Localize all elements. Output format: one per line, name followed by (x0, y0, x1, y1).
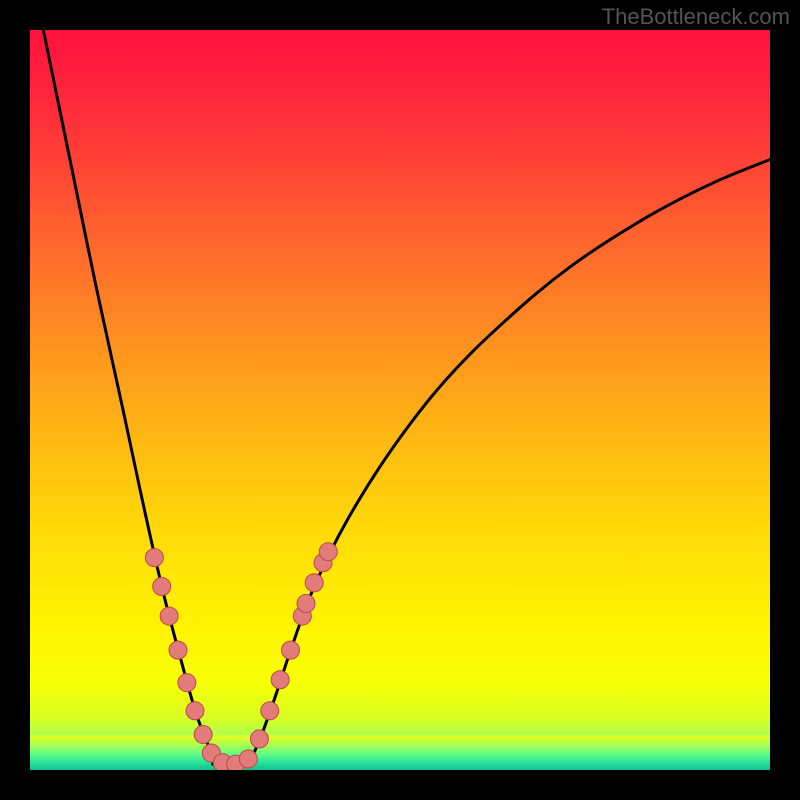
watermark-text: TheBottleneck.com (602, 4, 790, 30)
data-dot (319, 543, 337, 561)
data-dot (153, 577, 171, 595)
data-dot (297, 595, 315, 613)
data-dot (250, 730, 268, 748)
data-dot (145, 549, 163, 567)
curve-layer (30, 30, 770, 770)
data-dots-group (145, 543, 337, 770)
data-dot (194, 725, 212, 743)
bottleneck-curve (43, 30, 770, 766)
data-dot (239, 750, 257, 768)
data-dot (261, 702, 279, 720)
data-dot (178, 674, 196, 692)
data-dot (186, 702, 204, 720)
data-dot (160, 607, 178, 625)
data-dot (169, 641, 187, 659)
data-dot (305, 574, 323, 592)
data-dot (281, 641, 299, 659)
data-dot (271, 671, 289, 689)
plot-area (30, 30, 770, 770)
